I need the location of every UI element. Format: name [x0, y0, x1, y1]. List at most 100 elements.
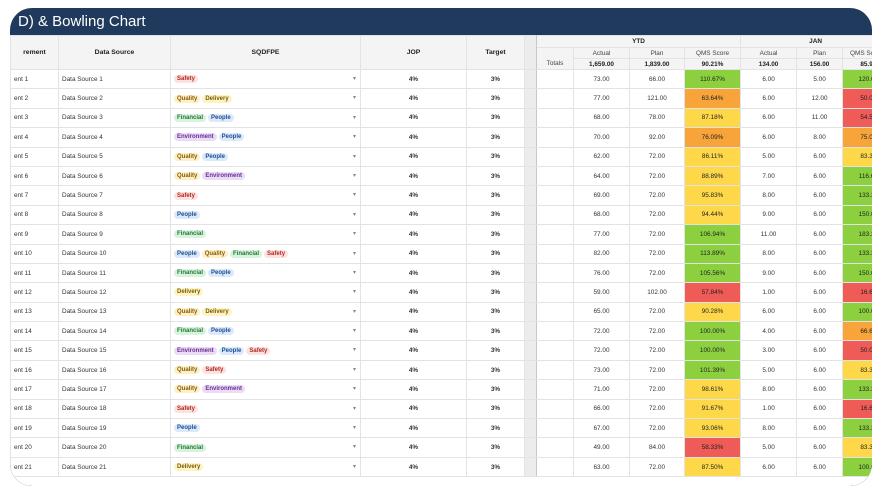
sqdfpe-cell[interactable]: Financial People ▾	[170, 262, 361, 284]
chevron-down-icon[interactable]: ▾	[352, 444, 356, 451]
target-cell: 3%	[466, 165, 525, 187]
chevron-down-icon[interactable]: ▾	[352, 289, 356, 296]
jan-plan-cell: 5.00	[796, 68, 844, 90]
target-cell: 3%	[466, 301, 525, 323]
ytd-actual-cell: 63.00	[573, 456, 630, 478]
header-row-period: rement Data Source SQDFPE JOP Target YTD…	[10, 35, 872, 70]
sqdfpe-cell[interactable]: People ▾	[170, 418, 361, 439]
sqdfpe-cell[interactable]: Financial People ▾	[170, 321, 361, 342]
data-source-cell: Data Source 12	[58, 282, 171, 303]
sqdfpe-cell[interactable]: Environment People Safety ▾	[170, 340, 361, 361]
ytd-qms-cell: 101.39%	[683, 359, 742, 381]
chevron-down-icon[interactable]: ▾	[352, 366, 356, 373]
sqdfpe-cell[interactable]: Delivery ▾	[170, 282, 361, 303]
chevron-down-icon[interactable]: ▾	[352, 308, 356, 315]
ytd-plan-cell: 72.00	[629, 418, 685, 439]
jan-plan-cell: 6.00	[796, 456, 844, 478]
sqdfpe-tag: People	[174, 210, 200, 219]
jop-cell: 4%	[360, 418, 467, 439]
target-cell: 3%	[466, 146, 525, 167]
chevron-down-icon[interactable]: ▾	[352, 347, 356, 354]
sqdfpe-cell[interactable]: Quality Delivery ▾	[170, 88, 361, 109]
jan-plan-cell: 6.00	[796, 204, 844, 226]
table-row: ent 10 Data Source 10 People Quality Financi…	[10, 243, 872, 264]
jop-cell: 4%	[360, 185, 467, 206]
table-row: ent 11 Data Source 11 Financial People ▾ 4% 3%…	[10, 262, 872, 284]
chevron-down-icon[interactable]: ▾	[352, 328, 356, 335]
ytd-qms-cell: 58.33%	[683, 437, 742, 458]
table-row: ent 14 Data Source 14 Financial People ▾ 4% 3%…	[10, 321, 872, 342]
jop-cell: 4%	[360, 437, 467, 458]
table-row: ent 1 Data Source 1 Safety ▾ 4% 3% 73.00 66.00 1…	[10, 68, 872, 90]
column-separator	[524, 379, 537, 400]
chevron-down-icon[interactable]: ▾	[352, 76, 356, 82]
chevron-down-icon[interactable]: ▾	[352, 425, 356, 432]
sqdfpe-cell[interactable]: Financial People ▾	[170, 107, 361, 129]
sqdfpe-cell[interactable]: People ▾	[170, 204, 361, 226]
chevron-down-icon[interactable]: ▾	[352, 192, 356, 199]
sqdfpe-tag: People	[174, 424, 200, 433]
table-row: ent 20 Data Source 20 Financial ▾ 4% 3% 49.00 8…	[10, 437, 872, 458]
sqdfpe-cell[interactable]: People Quality Financial Safety ▾	[170, 243, 361, 264]
ytd-plan-cell: 72.00	[629, 146, 685, 167]
jop-cell: 4%	[360, 301, 467, 323]
chevron-down-icon[interactable]: ▾	[352, 134, 356, 141]
sqdfpe-tag: Environment	[174, 133, 217, 142]
sqdfpe-tag: People	[208, 327, 234, 336]
target-cell: 3%	[466, 321, 525, 342]
chevron-down-icon[interactable]: ▾	[352, 114, 356, 121]
totals-cell	[536, 262, 574, 284]
jop-cell: 4%	[360, 224, 467, 245]
measurement-cell: ent 21	[10, 456, 59, 478]
jan-qms-cell: 75.0	[842, 127, 872, 148]
ytd-qms-cell: 90.28%	[683, 301, 742, 323]
sqdfpe-cell[interactable]: Financial ▾	[170, 224, 361, 245]
sqdfpe-tag: Safety	[174, 404, 199, 413]
jan-qms-cell: 16.6	[842, 398, 872, 420]
column-separator	[524, 262, 537, 284]
target-cell: 3%	[466, 437, 525, 458]
chevron-down-icon[interactable]: ▾	[352, 172, 356, 179]
sqdfpe-cell[interactable]: Safety ▾	[170, 185, 361, 206]
jop-header: JOP	[360, 35, 467, 70]
chevron-down-icon[interactable]: ▾	[352, 463, 356, 470]
chevron-down-icon[interactable]: ▾	[352, 95, 356, 102]
ytd-plan-cell: 121.00	[629, 88, 685, 109]
sqdfpe-cell[interactable]: Quality Environment ▾	[170, 379, 361, 400]
chevron-down-icon[interactable]: ▾	[352, 405, 356, 412]
data-source-cell: Data Source 9	[58, 224, 171, 245]
bowling-chart-grid: rement Data Source SQDFPE JOP Target YTD…	[10, 35, 872, 486]
chevron-down-icon[interactable]: ▾	[352, 386, 356, 393]
measurement-cell: ent 2	[10, 88, 59, 109]
sqdfpe-cell[interactable]: Quality Safety ▾	[170, 359, 361, 381]
sqdfpe-cell[interactable]: Quality Environment ▾	[170, 165, 361, 187]
chevron-down-icon[interactable]: ▾	[352, 269, 356, 276]
jan-plan-cell: 6.00	[796, 224, 844, 245]
target-cell: 3%	[466, 68, 525, 90]
sqdfpe-cell[interactable]: Delivery ▾	[170, 456, 361, 478]
jan-qms-header: QMS Score	[842, 47, 872, 59]
chevron-down-icon[interactable]: ▾	[352, 211, 356, 218]
sqdfpe-cell[interactable]: Safety ▾	[170, 398, 361, 420]
ytd-header: YTD	[535, 35, 742, 48]
column-separator	[524, 204, 537, 226]
totals-label: Totals	[536, 47, 574, 70]
ytd-qms-cell: 105.56%	[683, 262, 742, 284]
sqdfpe-cell[interactable]: Quality People ▾	[170, 146, 361, 167]
sqdfpe-cell[interactable]: Financial ▾	[170, 437, 361, 458]
sqdfpe-cell[interactable]: Safety ▾	[170, 68, 361, 90]
chevron-down-icon[interactable]: ▾	[352, 153, 356, 160]
chevron-down-icon[interactable]: ▾	[352, 250, 356, 257]
measurement-cell: ent 8	[10, 204, 59, 226]
data-source-cell: Data Source 3	[58, 107, 171, 129]
jan-qms-cell: 54.5	[842, 107, 872, 129]
sqdfpe-tag: Delivery	[202, 307, 232, 316]
chevron-down-icon[interactable]: ▾	[352, 231, 356, 238]
sqdfpe-cell[interactable]: Environment People ▾	[170, 127, 361, 148]
ytd-plan-cell: 78.00	[629, 107, 685, 129]
ytd-plan-cell: 72.00	[629, 243, 685, 264]
sqdfpe-cell[interactable]: Quality Delivery ▾	[170, 301, 361, 323]
column-separator	[524, 127, 537, 148]
jan-actual-cell: 6.00	[740, 127, 798, 148]
sqdfpe-tag: Environment	[202, 385, 246, 394]
